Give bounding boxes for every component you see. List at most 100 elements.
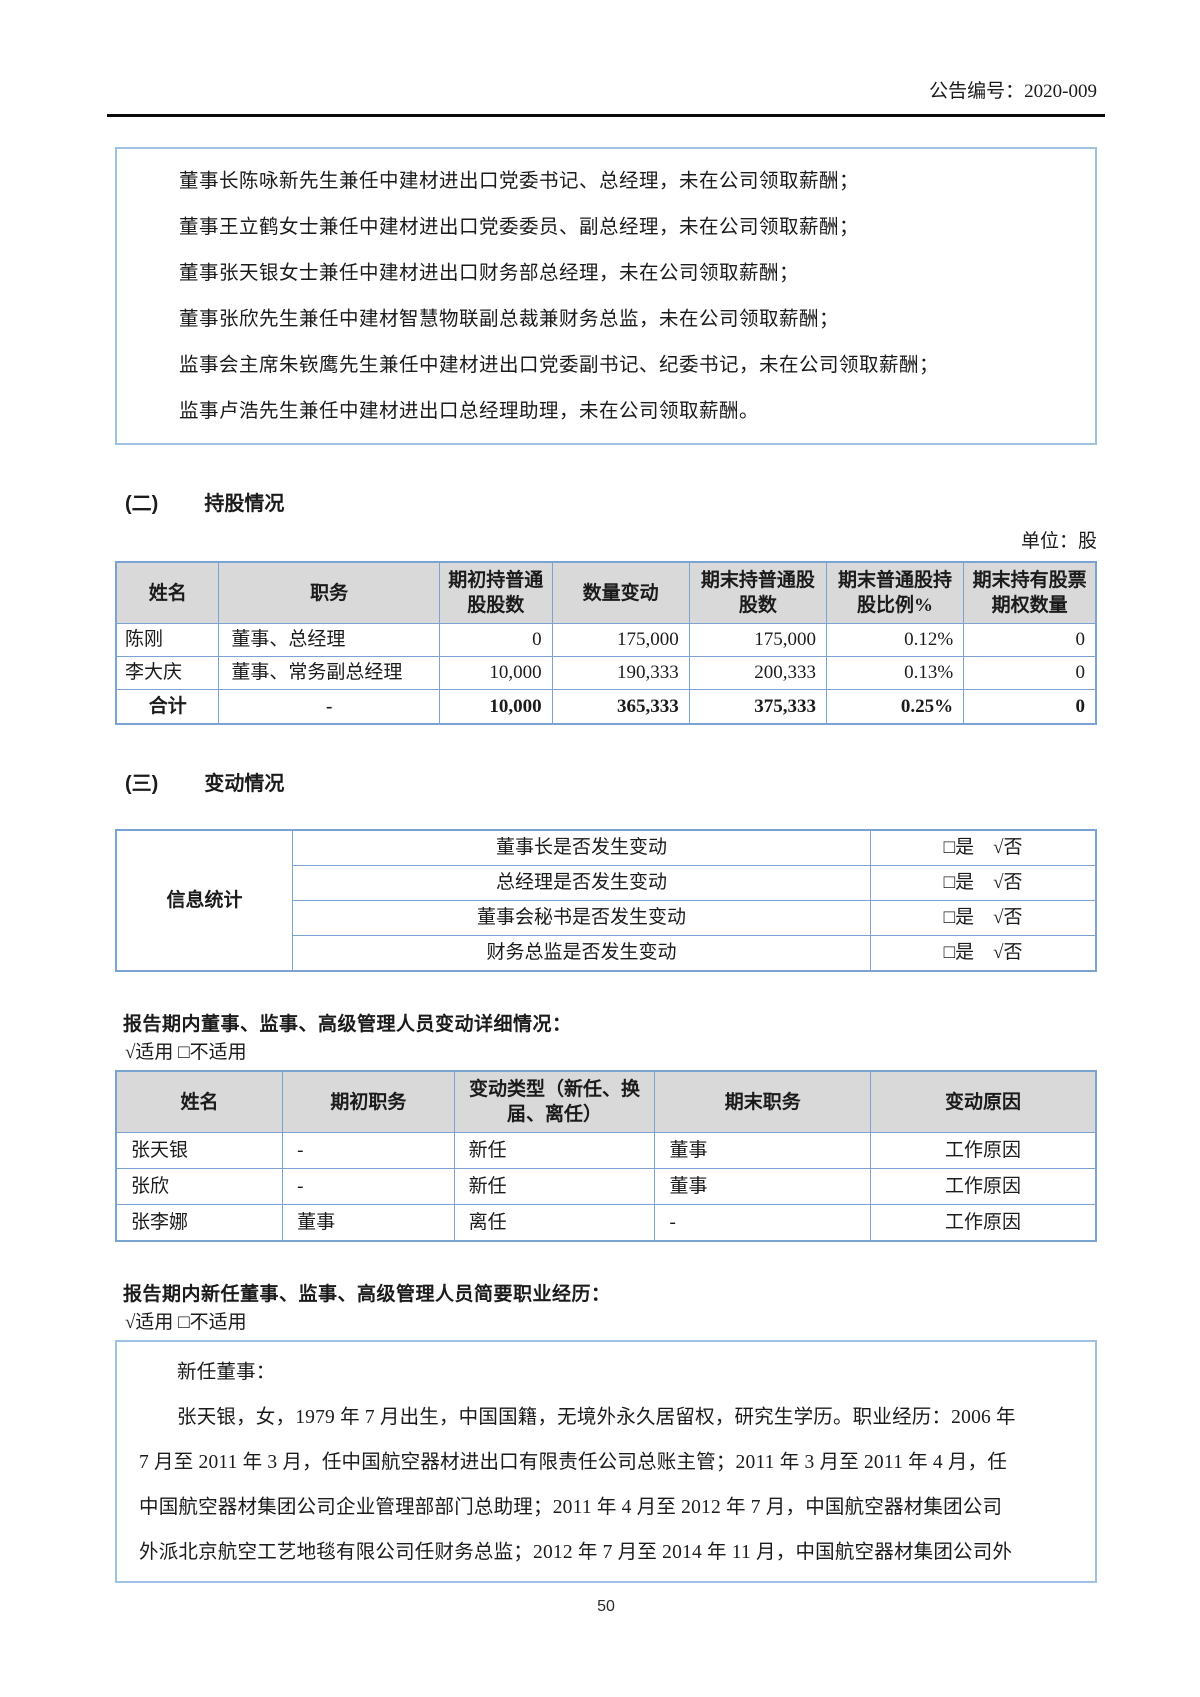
page-content: 公告编号：2020-009 董事长陈咏新先生兼任中建材进出口党委书记、总经理，未… xyxy=(107,0,1105,1617)
cell-shares-end: 200,333 xyxy=(688,656,827,690)
change-detail-title: 报告期内董事、监事、高级管理人员变动详细情况： xyxy=(123,1014,572,1035)
cell-question: 财务总监是否发生变动 xyxy=(291,935,872,972)
cell-title: - xyxy=(218,689,440,725)
col-header: 期末职务 xyxy=(654,1070,872,1133)
cell-question: 董事会秘书是否发生变动 xyxy=(291,900,872,936)
col-header: 期初持普通股股数 xyxy=(438,561,553,624)
bio-line: 张天银，女，1979 年 7 月出生，中国国籍，无境外永久居留权，研究生学历。职… xyxy=(177,1407,1016,1428)
col-header: 数量变动 xyxy=(551,561,690,624)
cell-begin-title: - xyxy=(282,1132,455,1169)
cell-change-type: 新任 xyxy=(453,1168,656,1205)
bio-applicable: √适用 □不适用 xyxy=(125,1312,247,1333)
col-header: 姓名 xyxy=(115,1070,284,1133)
table-header-row: 姓名 职务 期初持普通股股数 数量变动 期末持普通股股数 期末普通股持股比例% … xyxy=(115,561,1097,624)
cell-ratio: 0.25% xyxy=(825,689,965,725)
cell-options: 0 xyxy=(963,623,1097,657)
bio-box: 新任董事： 张天银，女，1979 年 7 月出生，中国国籍，无境外永久居留权，研… xyxy=(115,1340,1097,1583)
cell-reason: 工作原因 xyxy=(870,1132,1097,1169)
cell-shares-end: 175,000 xyxy=(688,623,827,657)
cell-answer: □是 √否 xyxy=(870,829,1097,866)
remuneration-line: 监事卢浩先生兼任中建材进出口总经理助理，未在公司领取薪酬。 xyxy=(179,401,760,422)
table-header-row: 姓名 期初职务 变动类型（新任、换届、离任） 期末职务 变动原因 xyxy=(115,1070,1097,1133)
bio-title: 报告期内新任董事、监事、高级管理人员简要职业经历： xyxy=(123,1284,611,1305)
table-row: 董事会秘书是否发生变动 □是 √否 xyxy=(116,900,1097,936)
section-heading-shareholding: (二) 持股情况 xyxy=(115,493,1097,515)
cell-shares-begin: 10,000 xyxy=(438,656,553,690)
table-row: 张天银 - 新任 董事 工作原因 xyxy=(115,1132,1097,1169)
cell-end-title: - xyxy=(654,1204,872,1242)
cell-name: 李大庆 xyxy=(115,656,220,690)
remuneration-line: 监事会主席朱嵚鹰先生兼任中建材进出口党委副书记、纪委书记，未在公司领取薪酬； xyxy=(179,355,940,376)
change-detail-applicable: √适用 □不适用 xyxy=(125,1042,247,1063)
cell-name: 张欣 xyxy=(115,1168,284,1205)
cell-change: 175,000 xyxy=(551,623,690,657)
cell-question: 总经理是否发生变动 xyxy=(291,865,872,901)
col-header: 期末持有股票期权数量 xyxy=(963,561,1097,624)
bio-line: 中国航空器材集团公司企业管理部部门总助理；2011 年 4 月至 2012 年 … xyxy=(139,1497,1003,1518)
cell-reason: 工作原因 xyxy=(870,1168,1097,1205)
cell-end-title: 董事 xyxy=(654,1132,872,1169)
cell-begin-title: - xyxy=(282,1168,455,1205)
change-stats-table: 信息统计 董事长是否发生变动 □是 √否 总经理是否发生变动 □是 √否 董事会… xyxy=(115,829,1097,972)
col-header: 期初职务 xyxy=(282,1070,455,1133)
cell-name: 张李娜 xyxy=(115,1204,284,1242)
cell-title: 董事、常务副总经理 xyxy=(218,656,440,690)
cell-change-type: 新任 xyxy=(453,1132,656,1169)
cell-change: 190,333 xyxy=(551,656,690,690)
col-header: 变动原因 xyxy=(870,1070,1097,1133)
col-header: 姓名 xyxy=(115,561,220,624)
cell-ratio: 0.12% xyxy=(825,623,965,657)
section-title: 变动情况 xyxy=(204,773,285,795)
cell-begin-title: 董事 xyxy=(282,1204,455,1242)
cell-options: 0 xyxy=(963,656,1097,690)
cell-answer: □是 √否 xyxy=(870,865,1097,901)
header-rule xyxy=(107,114,1105,117)
col-header: 期末持普通股股数 xyxy=(688,561,827,624)
remuneration-line: 董事张欣先生兼任中建材智慧物联副总裁兼财务总监，未在公司领取薪酬； xyxy=(179,309,840,330)
unit-label: 单位：股 xyxy=(1020,531,1097,552)
cell-question: 董事长是否发生变动 xyxy=(291,829,872,866)
change-detail-table: 姓名 期初职务 变动类型（新任、换届、离任） 期末职务 变动原因 张天银 - 新… xyxy=(115,1070,1097,1242)
cell-change: 365,333 xyxy=(551,689,690,725)
table-row: 张李娜 董事 离任 - 工作原因 xyxy=(115,1204,1097,1242)
table-row: 张欣 - 新任 董事 工作原因 xyxy=(115,1168,1097,1205)
cell-shares-begin: 10,000 xyxy=(438,689,553,725)
cell-shares-end: 375,333 xyxy=(688,689,827,725)
cell-total-label: 合计 xyxy=(115,689,220,725)
col-header: 期末普通股持股比例% xyxy=(825,561,965,624)
page-number: 50 xyxy=(597,1598,615,1615)
doc-number: 公告编号：2020-009 xyxy=(929,81,1097,102)
section-number: (三) xyxy=(125,773,159,795)
cell-options: 0 xyxy=(963,689,1097,725)
cell-change-type: 离任 xyxy=(453,1204,656,1242)
cell-name: 张天银 xyxy=(115,1132,284,1169)
remuneration-box: 董事长陈咏新先生兼任中建材进出口党委书记、总经理，未在公司领取薪酬； 董事王立鹤… xyxy=(115,147,1097,445)
table-row: 财务总监是否发生变动 □是 √否 xyxy=(116,935,1097,972)
remuneration-line: 董事长陈咏新先生兼任中建材进出口党委书记、总经理，未在公司领取薪酬； xyxy=(179,171,860,192)
remuneration-line: 董事张天银女士兼任中建材进出口财务部总经理，未在公司领取薪酬； xyxy=(179,263,800,284)
cell-answer: □是 √否 xyxy=(870,935,1097,972)
col-header: 职务 xyxy=(218,561,440,624)
cell-title: 董事、总经理 xyxy=(218,623,440,657)
cell-ratio: 0.13% xyxy=(825,656,965,690)
stats-label: 信息统计 xyxy=(115,829,293,972)
table-row: 陈刚 董事、总经理 0 175,000 175,000 0.12% 0 xyxy=(115,623,1097,657)
bio-line: 外派北京航空工艺地毯有限公司任财务总监；2012 年 7 月至 2014 年 1… xyxy=(139,1542,1013,1563)
table-row: 信息统计 董事长是否发生变动 □是 √否 xyxy=(115,829,1097,972)
col-header: 变动类型（新任、换届、离任） xyxy=(453,1070,656,1133)
table-row: 李大庆 董事、常务副总经理 10,000 190,333 200,333 0.1… xyxy=(115,656,1097,690)
section-heading-changes: (三) 变动情况 xyxy=(115,773,1097,795)
cell-name: 陈刚 xyxy=(115,623,220,657)
remuneration-line: 董事王立鹤女士兼任中建材进出口党委委员、副总经理，未在公司领取薪酬； xyxy=(179,217,860,238)
section-title: 持股情况 xyxy=(204,493,285,515)
shareholding-table: 姓名 职务 期初持普通股股数 数量变动 期末持普通股股数 期末普通股持股比例% … xyxy=(115,561,1097,725)
table-row: 总经理是否发生变动 □是 √否 xyxy=(116,865,1097,901)
cell-shares-begin: 0 xyxy=(438,623,553,657)
bio-subtitle: 新任董事： xyxy=(177,1362,276,1383)
section-number: (二) xyxy=(125,493,159,515)
cell-reason: 工作原因 xyxy=(870,1204,1097,1242)
cell-end-title: 董事 xyxy=(654,1168,872,1205)
cell-answer: □是 √否 xyxy=(870,900,1097,936)
table-total-row: 合计 - 10,000 365,333 375,333 0.25% 0 xyxy=(115,689,1097,725)
